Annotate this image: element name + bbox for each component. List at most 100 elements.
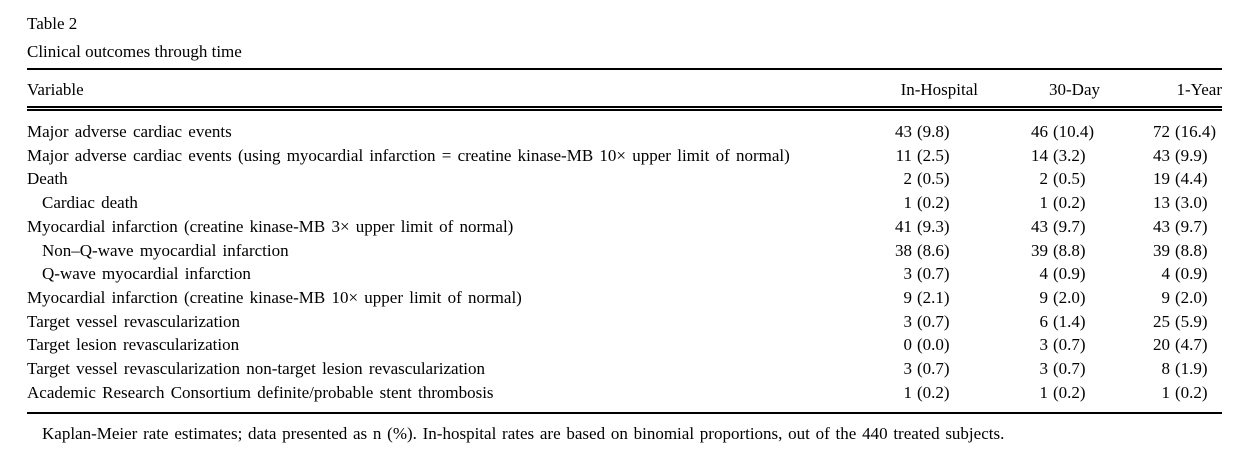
table-row: Target lesion revascularization 0 (0.0) 3 (0… [27,333,1222,357]
table-row: Major adverse cardiac events 43 (9.8) 46 (10… [27,109,1222,144]
count-value: 9 [1161,287,1171,307]
cell-30-day: 2 (0.5) [978,167,1100,191]
count-value: 1 [903,382,913,402]
cell-30-day: 4 (0.9) [978,262,1100,286]
count-value: 38 [895,240,912,260]
cell-1-year: 72 (16.4) [1100,109,1222,144]
table-row: Myocardial infarction (creatine kinase-M… [27,215,1222,239]
count-value: 1 [1039,193,1049,213]
cell-30-day: 1 (0.2) [978,191,1100,215]
count-value: 0 [903,335,913,355]
cell-1-year: 43 (9.7) [1100,215,1222,239]
row-variable-label: Q-wave myocardial infarction [42,264,251,284]
cell-in-hospital: 43 (9.8) [843,109,978,144]
count-value: 43 [1153,145,1170,165]
percent-value: (0.7) [917,311,950,331]
percent-value: (0.9) [1053,264,1086,284]
cell-1-year: 13 (3.0) [1100,191,1222,215]
table-row: Non–Q-wave myocardial infarction 38 (8.6) 3… [27,239,1222,263]
count-value: 3 [903,264,913,284]
percent-value: (0.2) [917,382,950,402]
cell-1-year: 39 (8.8) [1100,239,1222,263]
row-variable-label: Non–Q-wave myocardial infarction [42,240,289,260]
percent-value: (0.7) [917,359,950,379]
count-value: 4 [1039,264,1049,284]
percent-value: (4.7) [1175,335,1208,355]
percent-value: (0.2) [1053,382,1086,402]
count-value: 25 [1153,311,1170,331]
cell-1-year: 4 (0.9) [1100,262,1222,286]
column-header-in-hospital: In-Hospital [843,69,978,111]
cell-1-year: 20 (4.7) [1100,333,1222,357]
percent-value: (10.4) [1053,122,1095,141]
cell-1-year: 19 (4.4) [1100,167,1222,191]
count-value: 14 [1031,145,1048,165]
cell-in-hospital: 3 (0.7) [843,262,978,286]
table-footnote: Kaplan-Meier rate estimates; data presen… [42,424,1005,444]
percent-value: (2.1) [917,287,950,307]
row-variable-label: Death [27,169,68,189]
percent-value: (9.9) [1175,145,1208,165]
percent-value: (4.4) [1175,169,1208,189]
row-variable-label: Major adverse cardiac events [27,122,232,141]
percent-value: (1.9) [1175,359,1208,379]
row-variable-label: Target lesion revascularization [27,335,240,355]
table-row: Cardiac death 1 (0.2) 1 (0.2) 13 (3.0) [27,191,1222,215]
percent-value: (2.0) [1053,287,1086,307]
percent-value: (2.5) [917,145,950,165]
count-value: 43 [1153,216,1170,236]
percent-value: (1.4) [1053,311,1086,331]
table-row: Target vessel revascularization non-targ… [27,357,1222,381]
cell-in-hospital: 0 (0.0) [843,333,978,357]
cell-1-year: 1 (0.2) [1100,381,1222,414]
count-value: 9 [903,287,913,307]
cell-in-hospital: 3 (0.7) [843,310,978,334]
table-label: Table 2 [27,14,78,33]
table-row: Target vessel revascularization 3 (0.7) 6 (1… [27,310,1222,334]
row-variable-label: Target vessel revascularization non-targ… [27,359,486,379]
cell-in-hospital: 2 (0.5) [843,167,978,191]
column-header-30-day: 30-Day [978,69,1100,111]
table-header-row: Variable In-Hospital 30-Day 1-Year [27,69,1222,111]
count-value: 19 [1153,169,1170,189]
count-value: 9 [1039,287,1049,307]
count-value: 43 [1031,216,1048,236]
count-value: 1 [903,193,913,213]
row-variable-label: Myocardial infarction (creatine kinase-M… [27,287,522,307]
cell-in-hospital: 1 (0.2) [843,191,978,215]
count-value: 4 [1161,264,1171,284]
table-row: Myocardial infarction (creatine kinase-M… [27,286,1222,310]
percent-value: (0.7) [1053,335,1086,355]
percent-value: (0.2) [1053,193,1086,213]
percent-value: (0.7) [917,264,950,284]
table-body: Major adverse cardiac events 43 (9.8) 4 6 (10… [27,109,1222,414]
cell-1-year: 8 (1.9) [1100,357,1222,381]
percent-value: (0.0) [917,335,950,355]
count-value: 6 [1039,311,1049,331]
count-value: 1 [1161,382,1171,402]
percent-value: (0.9) [1175,264,1208,284]
cell-30-day: 39 (8.8) [978,239,1100,263]
cell-30-day: 43 (9.7) [978,215,1100,239]
percent-value: (8.6) [917,240,950,260]
row-variable-label: Cardiac death [42,193,138,213]
percent-value: (8.8) [1175,240,1208,260]
count-value: 43 [895,122,912,141]
column-header-1-year: 1-Year [1100,69,1222,111]
cell-30-day: 14 (3.2) [978,144,1100,168]
cell-1-year: 9 (2.0) [1100,286,1222,310]
cell-30-day: 6 (1.4) [978,310,1100,334]
cell-30-day: 3 (0.7) [978,333,1100,357]
cell-in-hospital: 38 (8.6) [843,239,978,263]
percent-value: (0.2) [1175,382,1208,402]
count-value: 3 [903,311,913,331]
table-row: Q-wave myocardial infarction 3 (0.7) 4 (0.9)… [27,262,1222,286]
count-value: 41 [895,216,912,236]
count-value: 1 [1039,382,1049,402]
cell-30-day: 1 (0.2) [978,381,1100,414]
count-value: 3 [903,359,913,379]
count-value: 39 [1153,240,1170,260]
percent-value: (2.0) [1175,287,1208,307]
row-variable-label: Academic Research Consortium definite/pr… [27,382,494,402]
